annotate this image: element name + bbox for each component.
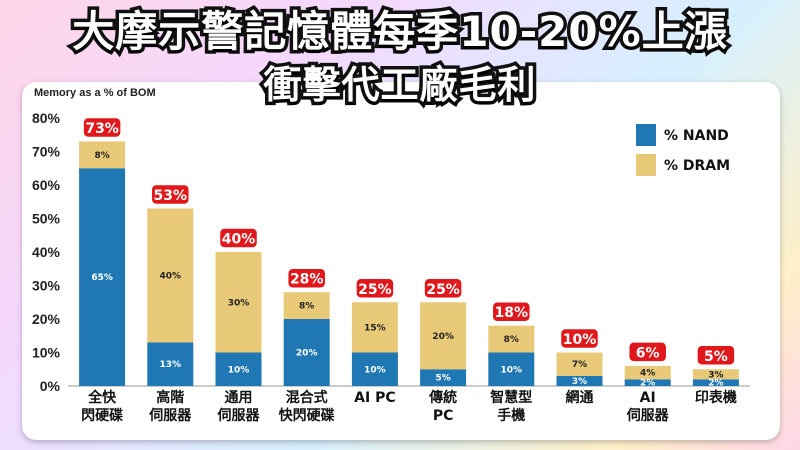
bar-nand-label: 10% — [228, 365, 250, 375]
legend-label-nand: % NAND — [664, 128, 729, 144]
bar-dram-label: 8% — [299, 302, 314, 312]
bar-nand-label: 2% — [640, 379, 655, 389]
y-tick-label: 0% — [40, 378, 61, 394]
headline-line1: 大摩示警記憶體每季10-20%上漲 — [69, 4, 730, 60]
x-category-label: 伺服器 — [626, 407, 670, 424]
bar-dram-label: 20% — [432, 332, 454, 342]
bar-nand-label: 65% — [91, 273, 113, 283]
total-label: 6% — [636, 345, 660, 361]
legend-swatch-dram — [636, 154, 656, 176]
x-category-label: 伺服器 — [217, 407, 261, 424]
total-badge — [559, 327, 600, 350]
bar-dram — [692, 369, 739, 380]
legend-swatch-nand — [636, 124, 656, 146]
bar-nand-label: 5% — [435, 374, 450, 384]
y-tick-label: 70% — [32, 144, 61, 160]
chart-subtitle: Memory as a % of BOM — [34, 87, 156, 99]
total-badge — [627, 341, 668, 363]
bar-dram — [283, 292, 330, 319]
total-badge — [286, 267, 327, 289]
x-category-label: 快閃硬碟 — [279, 407, 335, 424]
total-badge — [355, 277, 395, 299]
x-category-label: 全快 — [87, 389, 117, 406]
bar-dram-label: 30% — [228, 298, 250, 308]
x-category-label: PC — [433, 408, 454, 424]
bar-nand — [79, 168, 126, 386]
total-label: 28% — [290, 272, 324, 288]
bar-dram — [420, 302, 467, 370]
bar-dram-label: 40% — [160, 271, 182, 281]
bar-dram — [147, 208, 194, 343]
x-category-label: 印表機 — [695, 389, 737, 406]
total-label: 25% — [358, 282, 392, 298]
bar-dram-label: 8% — [504, 335, 519, 345]
x-category-label: 通用 — [225, 390, 253, 406]
total-label: 10% — [563, 332, 597, 348]
total-badge — [82, 116, 122, 139]
x-category-label: AI — [640, 390, 656, 406]
y-tick-label: 40% — [32, 244, 61, 260]
bar-nand — [215, 352, 262, 386]
total-badge — [150, 183, 191, 206]
bar-nand — [692, 379, 739, 386]
bar-nand-label: 3% — [572, 377, 587, 387]
bar-dram-label: 7% — [572, 360, 587, 370]
bar-nand-label: 2% — [708, 379, 723, 389]
total-label: 18% — [495, 305, 529, 321]
y-tick-label: 50% — [32, 211, 61, 227]
total-label: 73% — [85, 121, 119, 137]
bar-nand-label: 13% — [160, 360, 182, 370]
total-label: 25% — [426, 282, 460, 298]
total-label: 40% — [222, 232, 256, 248]
total-badge — [218, 227, 259, 249]
bar-dram — [351, 302, 398, 353]
legend-label-dram: % DRAM — [664, 158, 730, 174]
bar-nand — [351, 352, 398, 386]
x-category-label: 網通 — [566, 389, 594, 406]
x-category-label: 伺服器 — [148, 407, 192, 424]
bar-dram-label: 3% — [708, 370, 723, 380]
bar-dram — [556, 352, 603, 376]
y-tick-label: 10% — [32, 345, 61, 361]
bar-nand-label: 10% — [501, 365, 523, 375]
total-label: 53% — [154, 188, 188, 204]
y-tick-label: 80% — [32, 110, 61, 126]
x-category-label: 混合式 — [286, 389, 328, 406]
total-badge — [491, 300, 532, 323]
bar-nand — [556, 375, 603, 386]
bar-dram — [624, 365, 671, 380]
y-tick-label: 60% — [32, 177, 61, 193]
y-tick-label: 30% — [32, 278, 61, 294]
bar-dram-label: 4% — [640, 369, 655, 379]
bar-nand — [420, 369, 467, 386]
x-category-label: 閃硬碟 — [81, 408, 123, 424]
bar-dram-label: 15% — [364, 323, 386, 333]
bar-nand — [147, 342, 194, 386]
bar-nand-label: 10% — [364, 365, 386, 375]
y-tick-label: 20% — [32, 311, 61, 327]
bar-nand — [624, 379, 671, 386]
bar-dram — [79, 141, 126, 169]
x-category-label: AI PC — [354, 390, 395, 406]
bar-nand — [488, 352, 535, 386]
x-category-label: 智慧型 — [489, 389, 532, 406]
total-badge — [423, 277, 463, 299]
bar-dram — [215, 252, 262, 353]
bar-nand-label: 20% — [296, 349, 318, 359]
bar-nand — [283, 319, 330, 386]
x-category-label: 傳統 — [428, 389, 457, 406]
bar-dram-label: 8% — [94, 151, 109, 161]
headline-line2: 衝擊代工廠毛利 — [260, 60, 539, 111]
x-category-label: 高階 — [156, 389, 184, 406]
total-label: 5% — [704, 349, 728, 365]
total-badge — [696, 344, 736, 366]
x-category-label: 手機 — [497, 407, 525, 424]
bar-dram — [488, 325, 535, 353]
